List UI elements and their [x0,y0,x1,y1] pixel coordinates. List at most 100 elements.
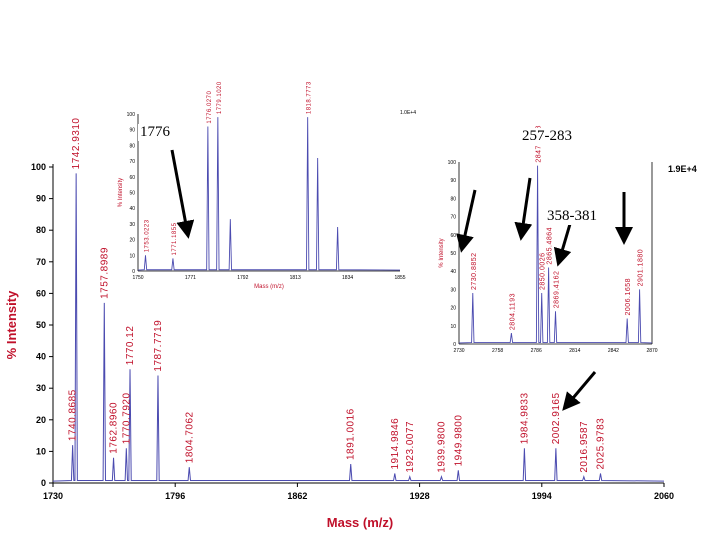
main-y-tick-label: 50 [36,320,46,330]
main-y-tick-label: 60 [36,288,46,298]
inset-left-y-tick-label: 0 [132,269,135,275]
inset-left-peak-label: 1771.1855 [172,222,178,255]
main-peak-label: 1804.7062 [184,411,195,463]
main-peak-label: 1757.8989 [99,247,110,299]
main-y-tick-label: 100 [31,162,46,172]
inset-left-y-tick-label: 30 [129,222,135,228]
main-x-tick-label: 1994 [532,491,552,501]
main-y-tick-label: 10 [36,446,46,456]
inset-right-y-tick-label: 60 [450,233,456,239]
inset-right-x-tick-label: 2758 [492,348,503,354]
main-y-tick-label: 30 [36,383,46,393]
inset-right-y-tick-label: 90 [450,178,456,184]
callout-inset2-label-b: 358-381 [545,208,599,225]
main-peak-label: 2016.9587 [579,421,590,473]
inset-right-peak-label: 2730.8852 [471,252,478,290]
inset-right-trace [458,165,653,344]
main-y-tick-label: 70 [36,257,46,267]
arrow-to-358-381 [553,223,572,267]
inset-left-x-tick-label: 1855 [394,275,405,281]
inset-right-y-tick-label: 30 [450,287,456,293]
main-x-tick-label: 1928 [410,491,430,501]
inset-right-peak-label: 2865.4864 [547,227,554,265]
inset-left-y-tick-label: 60 [129,175,135,181]
main-spectrum-trace [52,173,665,482]
inset-right-x-tick-label: 2814 [569,348,580,354]
arrow-to-1776 [170,149,195,239]
inset-right-y-tick-label: 80 [450,196,456,202]
inset-left-x-tick-label: 1771 [185,275,196,281]
inset-left-x-axis-title: Mass (m/z) [254,284,284,290]
inset-right-y-axis-title: % Intensity [439,238,445,267]
main-y-tick-label: 20 [36,415,46,425]
main-x-tick-label: 1862 [287,491,307,501]
inset-right-peak-label: 2850.0026 [540,252,547,290]
inset-left-x-tick-label: 1834 [342,275,353,281]
inset-left-y-tick-label: 90 [129,128,135,134]
main-y-tick-label: 0 [41,478,46,488]
main-peak-label: 1740.8685 [68,389,79,441]
inset-left-y-tick-label: 80 [129,143,135,149]
main-x-tick-label: 1730 [43,491,63,501]
inset-right-peak-label: 2006.1658 [625,278,632,316]
inset-right-x-tick-label: 2870 [646,348,657,354]
main-y-tick-label: 90 [36,194,46,204]
callout-inset2-label-a: 257-283 [520,128,574,145]
inset-left-x-tick-label: 1813 [290,275,301,281]
main-peak-label: 1762.8960 [109,402,120,454]
arrow-to-257-283 [514,177,533,241]
inset-right-y-tick-label: 10 [450,324,456,330]
main-x-axis-title: Mass (m/z) [327,515,393,530]
inset-left-y-tick-label: 100 [127,112,136,118]
inset-right-y-tick-label: 70 [450,215,456,221]
arrow-to-2002 [562,371,597,411]
inset-right-x-tick-label: 2786 [531,348,542,354]
inset-left-peak-label: 1818.7773 [307,81,313,114]
main-peak-label: 1939.9800 [436,421,447,473]
inset-left-x-tick-label: 1750 [132,275,143,281]
inset-right-y-tick-label: 0 [453,342,456,348]
inset-left-y-tick-label: 10 [129,253,135,259]
inset-right-intensity-label: 1.9E+4 [668,164,697,174]
inset-left-peak-label: 1753.0223 [144,219,150,252]
main-peak-label: 1742.9310 [71,118,82,170]
main-y-axis-title: % Intensity [4,290,19,359]
inset-left-y-tick-label: 40 [129,206,135,212]
main-peak-label: 1891.0016 [346,408,357,460]
inset-right-y-tick-label: 50 [450,251,456,257]
main-y-tick-label: 40 [36,352,46,362]
inset-left-y-tick-label: 20 [129,238,135,244]
inset-right-y-tick-label: 100 [448,160,457,166]
inset-right-x-tick-label: 2730 [453,348,464,354]
inset-left-intensity-label: 1.0E+4 [400,110,416,116]
callout-inset1-label: 1776 [138,124,172,141]
main-y-tick-label: 80 [36,225,46,235]
inset-left-y-axis-title: % Intensity [118,178,124,207]
main-peak-label: 1787.7719 [153,320,164,372]
main-peak-label: 1770.7920 [121,392,132,444]
main-peak-label: 1949.9800 [453,415,464,467]
inset-right-peak-label: 2804.1193 [509,293,516,330]
inset-right-x-tick-label: 2842 [608,348,619,354]
inset-right-peak-label: 2901.1880 [638,249,645,287]
inset-left-trace [137,117,401,271]
inset-left-x-tick-label: 1792 [237,275,248,281]
inset-left-peak-label: 1776.0270 [207,91,213,124]
main-peak-label: 1923.0077 [405,421,416,473]
inset-right-y-tick-label: 20 [450,306,456,312]
arrow-to-2730 [456,189,477,253]
inset-right-y-tick-label: 40 [450,269,456,275]
main-x-tick-label: 2060 [654,491,674,501]
inset-right-peak-label: 2869.4162 [554,271,561,309]
main-peak-label: 1984.9833 [519,392,530,444]
main-peak-label: 1914.9846 [390,418,401,470]
main-x-tick-label: 1796 [165,491,185,501]
inset-left-y-tick-label: 70 [129,159,135,165]
inset-left-y-tick-label: 50 [129,191,135,197]
main-peak-label: 2002.9165 [551,392,562,444]
inset-right-background [428,152,662,358]
main-peak-label: 2025.9783 [595,418,606,470]
main-peak-label: 1770.12 [125,326,136,366]
inset-left-peak-label: 1779.1020 [217,81,223,114]
